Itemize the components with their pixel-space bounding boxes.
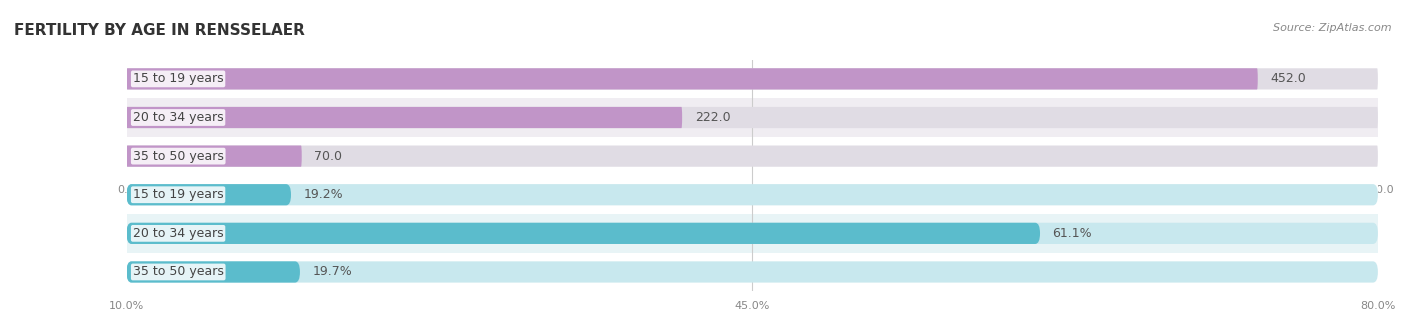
Bar xyxy=(127,175,1378,214)
Text: 452.0: 452.0 xyxy=(1270,72,1306,85)
FancyBboxPatch shape xyxy=(127,223,1378,244)
Bar xyxy=(127,214,1378,253)
Text: 61.1%: 61.1% xyxy=(1053,227,1092,240)
Text: Source: ZipAtlas.com: Source: ZipAtlas.com xyxy=(1274,23,1392,33)
Text: 20 to 34 years: 20 to 34 years xyxy=(132,227,224,240)
Text: 35 to 50 years: 35 to 50 years xyxy=(132,150,224,163)
Bar xyxy=(127,98,1378,137)
Bar xyxy=(127,60,1378,98)
Text: 222.0: 222.0 xyxy=(695,111,730,124)
Text: 15 to 19 years: 15 to 19 years xyxy=(132,188,224,201)
FancyBboxPatch shape xyxy=(127,261,1378,283)
FancyBboxPatch shape xyxy=(127,223,1040,244)
Text: 15 to 19 years: 15 to 19 years xyxy=(132,72,224,85)
Text: 20 to 34 years: 20 to 34 years xyxy=(132,111,224,124)
FancyBboxPatch shape xyxy=(127,184,1378,205)
Text: 19.2%: 19.2% xyxy=(304,188,343,201)
FancyBboxPatch shape xyxy=(127,146,302,167)
FancyBboxPatch shape xyxy=(127,146,1378,167)
Bar xyxy=(127,253,1378,291)
Text: FERTILITY BY AGE IN RENSSELAER: FERTILITY BY AGE IN RENSSELAER xyxy=(14,23,305,38)
FancyBboxPatch shape xyxy=(127,68,1378,89)
Text: 35 to 50 years: 35 to 50 years xyxy=(132,265,224,278)
Text: 70.0: 70.0 xyxy=(315,150,342,163)
FancyBboxPatch shape xyxy=(127,107,682,128)
Text: 19.7%: 19.7% xyxy=(312,265,353,278)
FancyBboxPatch shape xyxy=(127,107,1378,128)
Bar xyxy=(127,137,1378,175)
FancyBboxPatch shape xyxy=(127,261,299,283)
FancyBboxPatch shape xyxy=(127,68,1258,89)
FancyBboxPatch shape xyxy=(127,184,291,205)
